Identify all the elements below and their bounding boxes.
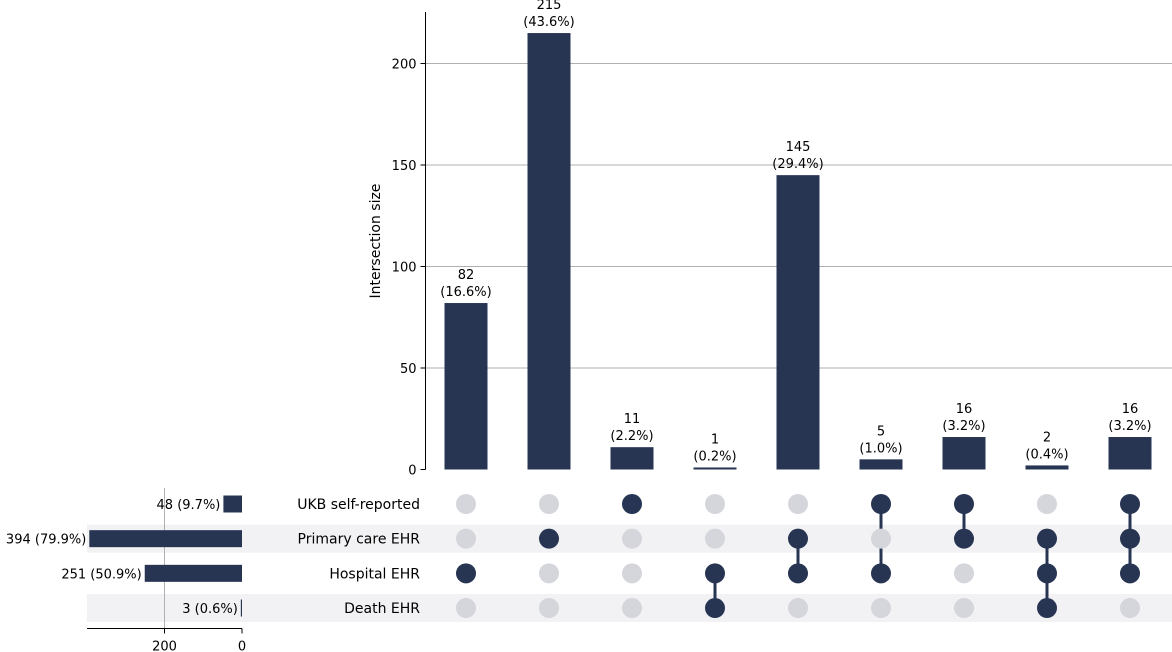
matrix-dot-active [1120, 494, 1140, 514]
matrix-dot-inactive [622, 563, 642, 584]
matrix-dot-inactive [871, 598, 891, 619]
intersection-bar [444, 303, 488, 470]
matrix-dot-active [1037, 528, 1057, 549]
bar-percent-label: (29.4%) [772, 157, 823, 172]
matrix-dot-inactive [456, 494, 476, 514]
matrix-dot-inactive [622, 528, 642, 549]
bar-count-label: 82 [458, 268, 475, 283]
y-tick-label: 50 [400, 362, 417, 377]
bar-percent-label: (3.2%) [1108, 419, 1151, 434]
bar-percent-label: (43.6%) [523, 15, 574, 30]
bar-percent-label: (16.6%) [440, 285, 491, 300]
matrix-dot-active [456, 563, 476, 584]
y-tick-label: 100 [392, 261, 417, 276]
intersection-bar [859, 459, 903, 470]
set-size-label: 251 (50.9%) [61, 567, 141, 582]
set-size-bar [144, 564, 242, 582]
matrix-dot-active [539, 528, 559, 549]
bar-percent-label: (1.0%) [859, 441, 902, 456]
matrix-dot-inactive [456, 598, 476, 619]
bar-count-label: 16 [956, 402, 973, 417]
set-name-label: Death EHR [344, 601, 420, 617]
matrix-dot-active [954, 528, 974, 549]
set-name-label: Primary care EHR [298, 532, 421, 548]
matrix-dot-active [1120, 528, 1140, 549]
intersection-bar [1108, 437, 1152, 470]
intersection-bar [527, 33, 571, 470]
set-size-label: 3 (0.6%) [182, 602, 238, 617]
y-tick-label: 0 [408, 464, 416, 479]
matrix-dot-inactive [1037, 494, 1057, 514]
bar-count-label: 11 [624, 412, 641, 427]
bar-count-label: 145 [786, 140, 811, 155]
matrix-dot-active [1037, 563, 1057, 584]
set-size-tick-label: 200 [152, 640, 177, 652]
set-size-label: 394 (79.9%) [6, 533, 86, 548]
bar-count-label: 1 [711, 432, 719, 447]
matrix-dot-inactive [705, 494, 725, 514]
matrix-dot-active [705, 563, 725, 584]
matrix-dot-inactive [539, 494, 559, 514]
matrix-dot-inactive [788, 494, 808, 514]
matrix-dot-active [705, 598, 725, 619]
set-name-label: Hospital EHR [329, 566, 420, 582]
matrix-dot-active [788, 563, 808, 584]
intersection-bar [942, 437, 986, 470]
matrix-dot-inactive [705, 528, 725, 549]
matrix-dot-active [871, 494, 891, 514]
matrix-dot-inactive [1120, 598, 1140, 619]
matrix-dot-active [788, 528, 808, 549]
bar-percent-label: (0.2%) [693, 449, 736, 464]
bar-count-label: 16 [1122, 402, 1139, 417]
bar-percent-label: (3.2%) [942, 419, 985, 434]
matrix-dot-active [871, 563, 891, 584]
matrix-dot-active [1037, 598, 1057, 619]
matrix-dot-inactive [622, 598, 642, 619]
set-size-bar [223, 495, 242, 513]
intersection-bar [776, 175, 820, 470]
bar-percent-label: (0.4%) [1025, 447, 1068, 462]
y-axis-label: Intersection size [368, 184, 384, 299]
matrix-dot-inactive [539, 598, 559, 619]
bar-percent-label: (2.2%) [610, 429, 653, 444]
matrix-dot-active [954, 494, 974, 514]
matrix-dot-inactive [954, 598, 974, 619]
bar-count-label: 2 [1043, 430, 1051, 445]
matrix-dot-inactive [539, 563, 559, 584]
matrix-dot-inactive [954, 563, 974, 584]
matrix-dot-inactive [456, 528, 476, 549]
matrix-dot-inactive [788, 598, 808, 619]
matrix-dot-active [622, 494, 642, 514]
intersection-bar [610, 447, 654, 470]
set-size-label: 48 (9.7%) [157, 498, 221, 513]
set-name-label: UKB self-reported [297, 497, 420, 513]
bar-count-label: 5 [877, 424, 885, 439]
intersection-bar [1025, 465, 1069, 470]
y-tick-label: 200 [392, 58, 417, 73]
bar-count-label: 215 [537, 0, 562, 13]
set-size-bar [89, 530, 242, 548]
set-size-tick-label: 0 [238, 640, 246, 652]
set-size-bar [240, 599, 242, 617]
intersection-bar [693, 467, 737, 470]
matrix-dot-inactive [871, 528, 891, 549]
y-tick-label: 150 [392, 159, 417, 174]
matrix-dot-active [1120, 563, 1140, 584]
